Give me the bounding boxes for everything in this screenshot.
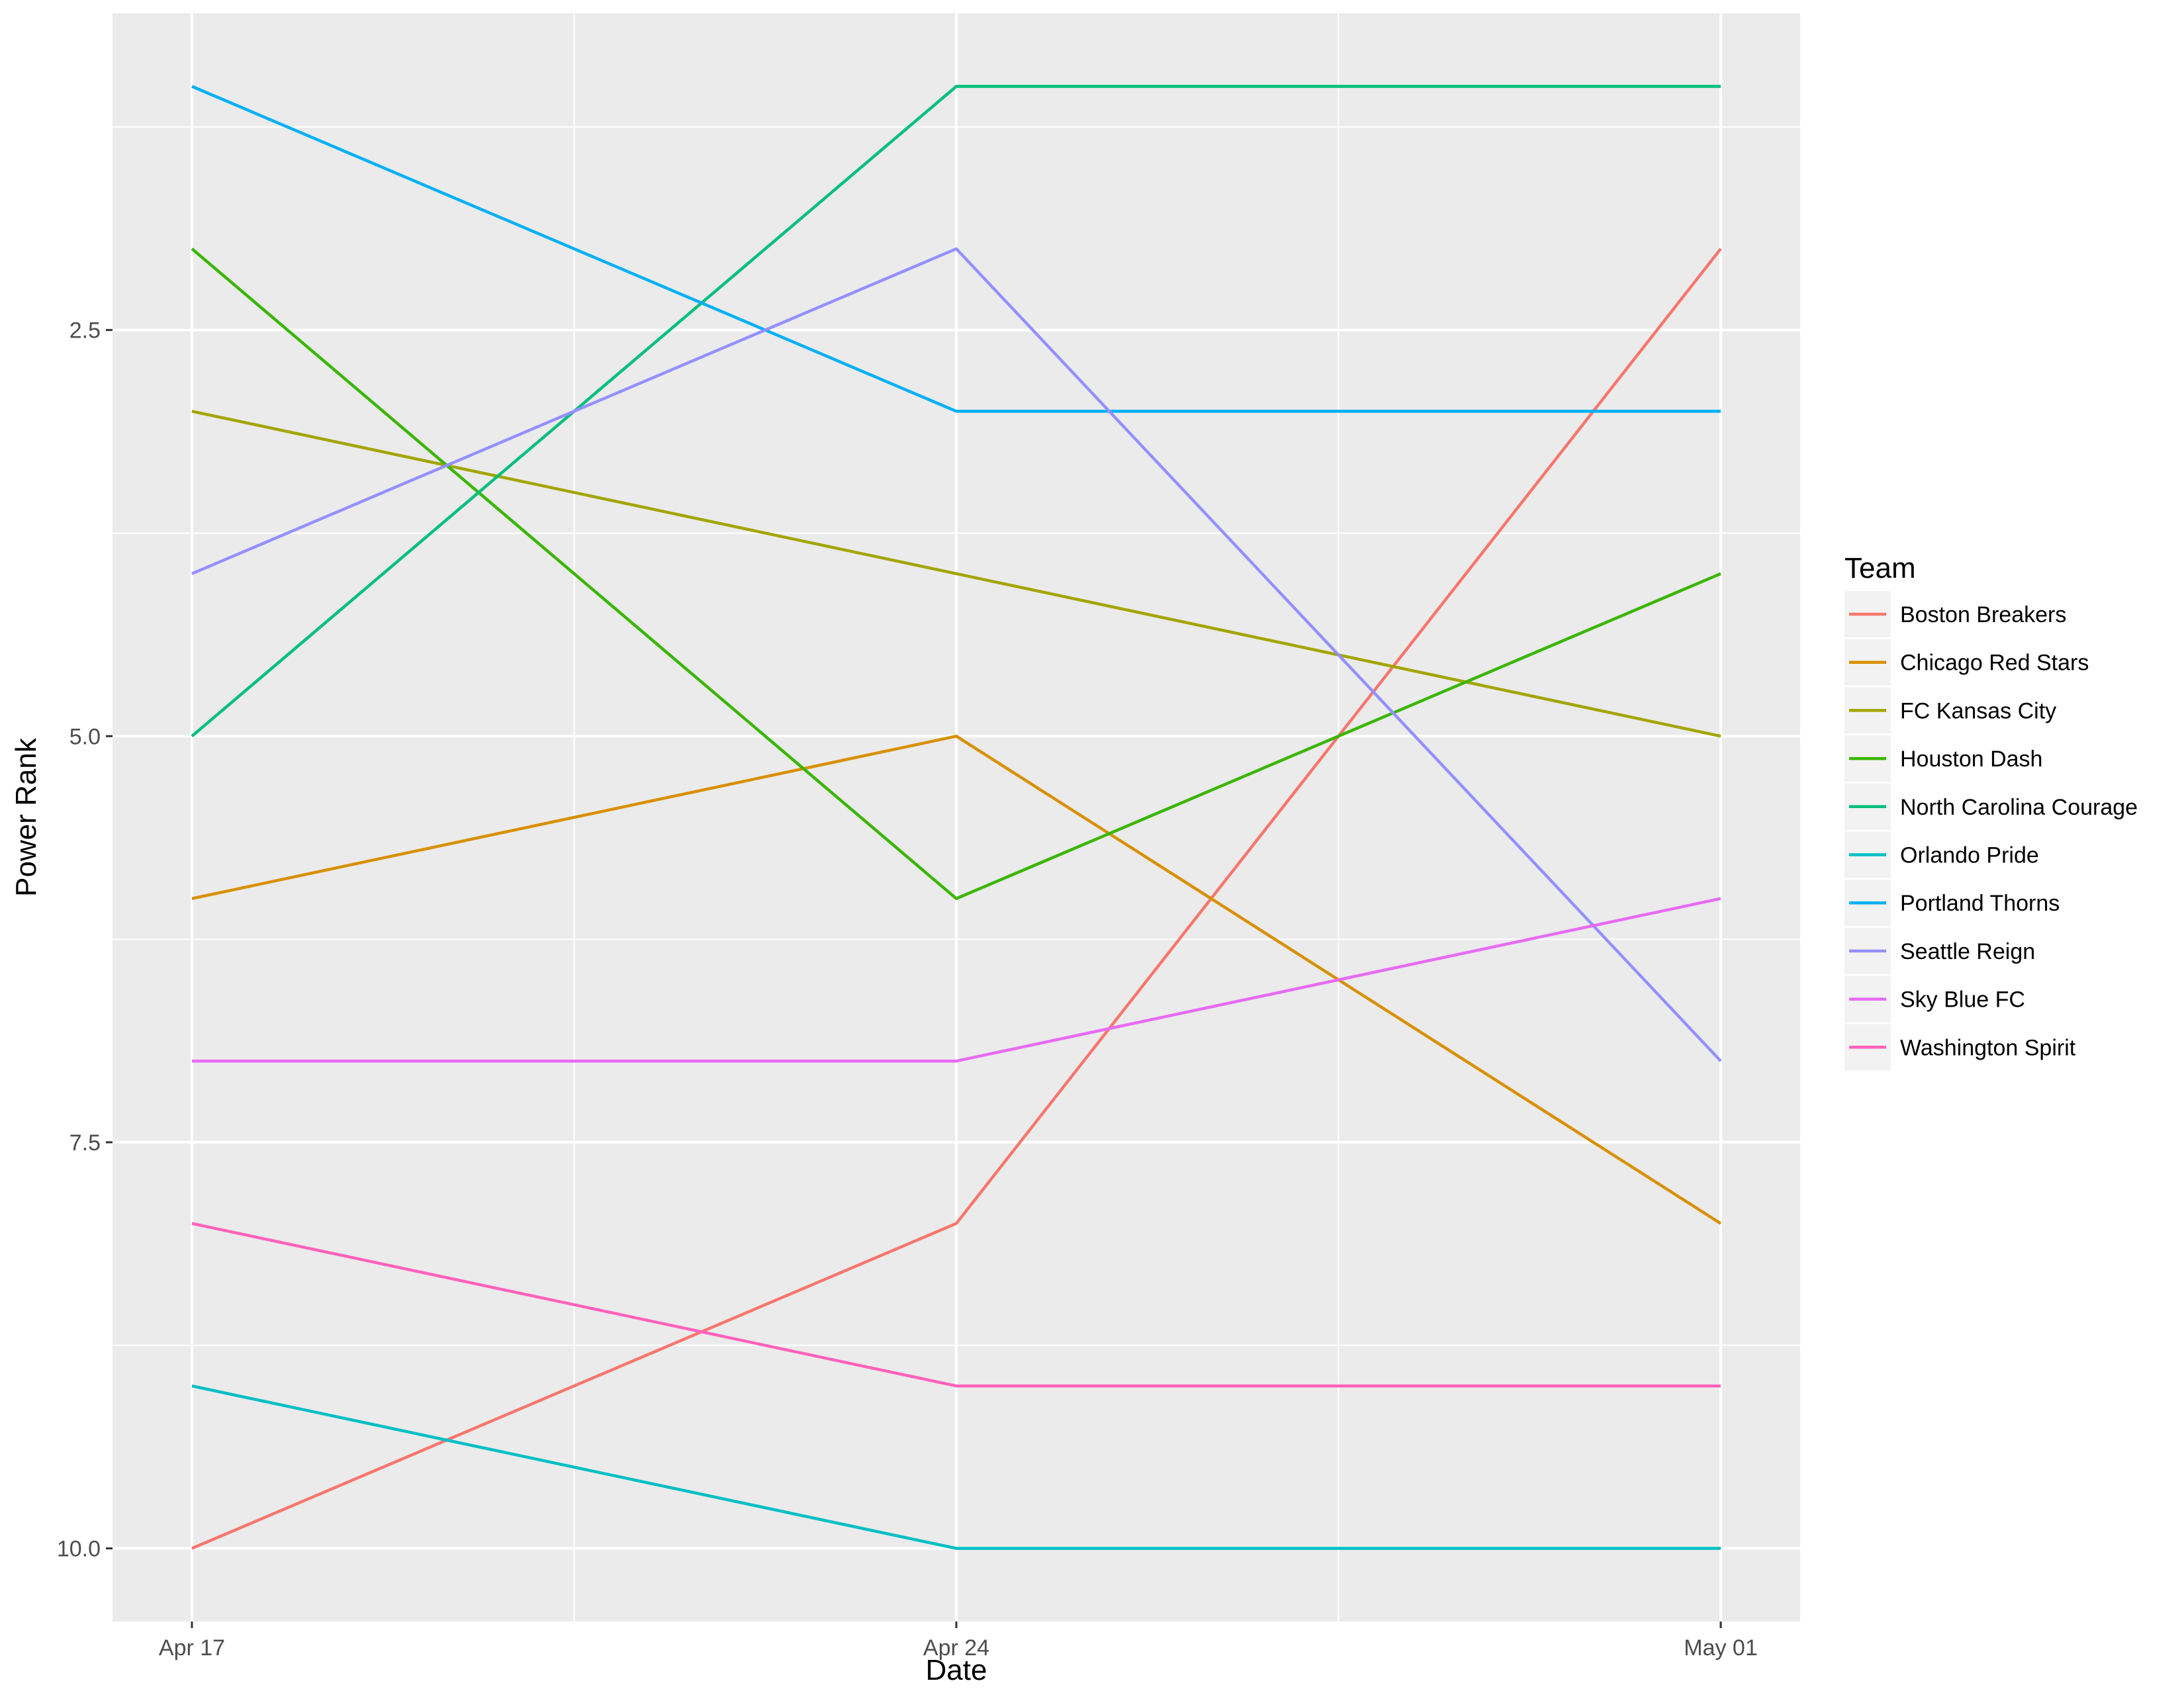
series-line (191, 1384, 1721, 1550)
y-tick-label: 7.5 (69, 1130, 101, 1156)
legend-label: Boston Breakers (1900, 602, 2066, 627)
legend-title: Team (1844, 552, 1916, 584)
y-axis: 2.5 5.0 7.5 10.0 (57, 318, 113, 1562)
legend-label: Houston Dash (1900, 747, 2042, 772)
series-line (191, 85, 1721, 738)
legend-label: Seattle Reign (1900, 939, 2035, 964)
series-line (191, 85, 1721, 413)
x-tick-label: Apr 24 (923, 1635, 989, 1661)
legend-label: FC Kansas City (1900, 698, 2056, 723)
series-line (191, 735, 1722, 1225)
y-tick-label: 2.5 (69, 318, 101, 343)
series-line (191, 1222, 1721, 1388)
x-tick-label: May 01 (1684, 1635, 1758, 1661)
legend-label: Orlando Pride (1900, 843, 2039, 868)
legend-label: Chicago Red Stars (1900, 651, 2089, 676)
x-axis-title: Date (926, 1654, 987, 1686)
y-tick-label: 10.0 (57, 1537, 101, 1562)
y-axis-title: Power Rank (10, 737, 42, 897)
y-tick-label: 5.0 (69, 724, 101, 749)
x-axis: Apr 17 Apr 24 May 01 (159, 1622, 1758, 1661)
series-line (191, 247, 1722, 1062)
legend-label: Sky Blue FC (1900, 987, 2025, 1013)
legend-label: Portland Thorns (1900, 891, 2060, 916)
series-line (192, 897, 1721, 1063)
legend: Team Boston Breakers Chicago Red Stars FC … (1844, 552, 2138, 1071)
series-lines (191, 85, 1722, 1550)
legend-label: Washington Spirit (1900, 1035, 2076, 1060)
x-tick-label: Apr 17 (159, 1635, 225, 1661)
legend-label: North Carolina Courage (1900, 795, 2138, 820)
